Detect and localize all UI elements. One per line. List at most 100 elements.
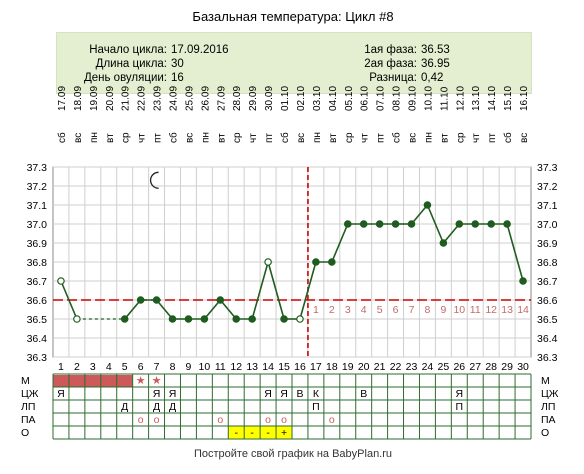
y-tick-right: 36.7 (537, 276, 558, 288)
series-segment (299, 261, 317, 320)
ovulation-day-label: День овуляции: (83, 72, 167, 84)
series-segment (506, 223, 524, 282)
date-label: 02.10 (296, 86, 307, 111)
menses-star: ★ (136, 375, 146, 387)
weekday-label: сб (502, 132, 514, 143)
weekday-label: чт (360, 133, 371, 143)
weekday-label: вт (439, 133, 450, 143)
day-number-label: 17 (310, 361, 322, 373)
phase1-label: 1ая фаза: (364, 44, 417, 56)
y-tick-right: 36.5 (537, 314, 558, 326)
weekday-label: вт (216, 133, 227, 143)
y-tick-left: 36.7 (27, 276, 48, 288)
data-point (264, 258, 272, 266)
table-row-label-right: ЛП (541, 401, 555, 413)
day-number-label: 26 (453, 361, 465, 373)
cervical-fluid-mark: В (296, 388, 303, 400)
weekday-label: пн (200, 132, 211, 143)
date-label: 04.10 (328, 86, 339, 111)
table-row-label-right: ЦЖ (541, 388, 559, 400)
cervical-fluid-mark: Я (264, 388, 272, 400)
series-segment (426, 204, 445, 244)
cycle-start-label: Начало цикла: (89, 44, 167, 56)
date-label: 10.10 (423, 86, 434, 111)
lp-mark: Д (153, 401, 160, 413)
day-number-label: 13 (246, 361, 258, 373)
day-number-label: 6 (138, 361, 144, 373)
day-number-label: 5 (122, 361, 128, 373)
weekday-label: пн (89, 132, 100, 143)
day-number-label: 9 (186, 361, 192, 373)
post-ovulation-day-label: 8 (425, 304, 431, 316)
y-tick-right: 36.3 (537, 352, 558, 364)
weekday-label: вт (328, 133, 339, 143)
data-point (73, 315, 81, 323)
series-segment (410, 204, 429, 225)
date-label: 13.10 (471, 86, 482, 111)
day-number-label: 30 (517, 361, 529, 373)
data-point (359, 220, 368, 228)
weekday-label: чт (248, 133, 259, 143)
menses-bar (53, 375, 133, 387)
day-number-label: 20 (358, 361, 370, 373)
y-tick-right: 36.8 (537, 257, 558, 269)
date-label: 25.09 (184, 86, 195, 111)
post-ovulation-day-label: 13 (501, 304, 513, 316)
weekday-label: ср (121, 132, 132, 143)
weekday-label: пн (312, 132, 323, 143)
weekday-label: сб (391, 132, 403, 143)
weekday-label: сб (279, 132, 291, 143)
cycle-length-value: 30 (171, 58, 184, 70)
footer-link[interactable]: Постройте свой график на BabyPlan.ru (193, 448, 393, 460)
weekday-label: вс (408, 133, 419, 143)
weekday-label: чт (471, 133, 482, 143)
series-segment (124, 299, 142, 320)
date-label: 18.09 (73, 86, 84, 111)
date-label: 15.10 (503, 86, 514, 111)
day-number-label: 19 (342, 361, 354, 373)
ovulation-test-cell (260, 426, 277, 439)
date-label: 07.10 (376, 86, 387, 111)
data-point (184, 315, 193, 323)
y-tick-left: 37.2 (27, 181, 48, 193)
lp-mark: П (456, 401, 464, 413)
y-tick-left: 36.4 (27, 333, 48, 345)
data-point (57, 277, 65, 285)
day-number-label: 27 (469, 361, 481, 373)
cervical-fluid-mark: Я (280, 388, 288, 400)
day-number-label: 21 (374, 361, 386, 373)
cervical-fluid-mark: Я (57, 388, 65, 400)
day-number-label: 23 (406, 361, 418, 373)
post-ovulation-day-label: 1 (313, 304, 319, 316)
post-ovulation-day-label: 9 (440, 304, 446, 316)
y-tick-right: 36.4 (537, 333, 558, 345)
cervical-fluid-mark: В (360, 388, 367, 400)
data-point (375, 220, 384, 228)
date-label: 30.09 (264, 86, 275, 111)
data-point (232, 315, 241, 323)
cycle-info-panel: Начало цикла: 17.09.2016 Длина цикла: 30… (56, 32, 532, 94)
ovulation-test-cell (276, 426, 292, 439)
table-row-label-left: ЦЖ (21, 388, 39, 400)
date-label: 11.10 (439, 86, 450, 111)
series-segment (331, 223, 349, 263)
y-tick-left: 37.3 (27, 162, 48, 174)
data-point (519, 277, 527, 285)
data-point (168, 315, 177, 323)
ovulation-test-mark: - (266, 427, 270, 439)
date-label: 19.09 (89, 86, 100, 111)
y-tick-left: 36.8 (27, 257, 48, 269)
day-number-label: 8 (170, 361, 176, 373)
ovulation-test-mark: - (234, 427, 238, 439)
pa-mark: о (154, 414, 160, 426)
weekday-label: пт (376, 133, 387, 143)
cervical-fluid-mark: Я (456, 388, 464, 400)
series-segment (203, 299, 221, 320)
day-number-label: 4 (106, 361, 112, 373)
chart-title: Базальная температура: Цикл #8 (192, 9, 394, 24)
day-number-label: 14 (262, 361, 274, 373)
cervical-fluid-mark: Я (169, 388, 177, 400)
date-label: 24.09 (169, 86, 180, 111)
y-tick-left: 36.6 (27, 295, 48, 307)
date-label: 20.09 (105, 86, 116, 111)
